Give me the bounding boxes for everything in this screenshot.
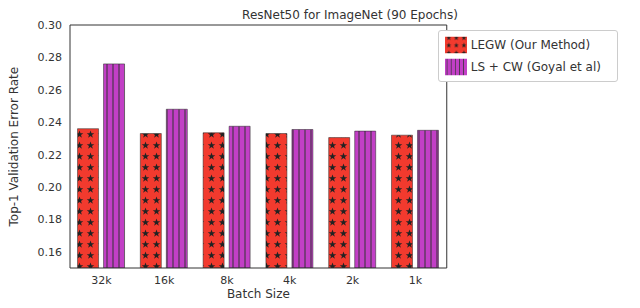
svg-text:8k: 8k — [220, 274, 234, 287]
svg-text:Top-1 Validation Error Rate: Top-1 Validation Error Rate — [8, 67, 21, 228]
svg-text:1k: 1k — [409, 274, 423, 287]
svg-text:0.16: 0.16 — [38, 246, 63, 259]
svg-text:0.20: 0.20 — [38, 181, 63, 194]
html-text:LS + CW (Goyal et al): LS + CW (Goyal et al) — [470, 59, 601, 74]
svg-text:0.26: 0.26 — [38, 84, 63, 97]
svg-text:4k: 4k — [283, 274, 297, 287]
svg-text:32k: 32k — [91, 274, 112, 287]
svg-text:0.22: 0.22 — [38, 149, 63, 162]
svg-text:0.30: 0.30 — [38, 19, 63, 32]
html-text:LEGW (Our Method): LEGW (Our Method) — [470, 37, 591, 52]
svg-text:0.24: 0.24 — [38, 116, 63, 129]
svg-text:0.18: 0.18 — [38, 213, 63, 226]
svg-text:2k: 2k — [346, 274, 360, 287]
svg-text:Batch Size: Batch Size — [227, 287, 290, 300]
html-text:ResNet50 for ImageNet (90 Epoc: ResNet50 for ImageNet (90 Epochs) — [242, 8, 458, 22]
svg-text:0.28: 0.28 — [38, 51, 63, 64]
svg-text:16k: 16k — [154, 274, 175, 287]
